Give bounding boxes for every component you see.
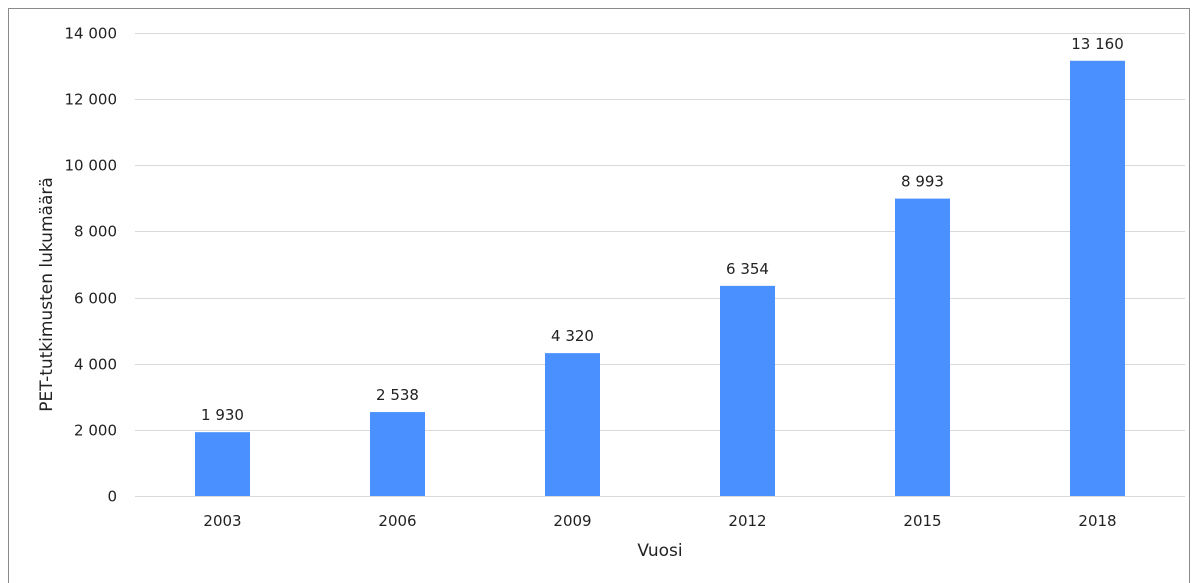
y-tick-label: 14 000 [65, 25, 118, 43]
data-label: 13 160 [1071, 35, 1124, 53]
bar-2018 [1070, 60, 1125, 496]
x-tick-label: 2018 [1078, 512, 1116, 530]
bar-2012 [720, 285, 775, 496]
gridlines [135, 33, 1185, 497]
data-label: 8 993 [901, 173, 944, 191]
data-label: 2 538 [376, 386, 419, 404]
bar-2009 [545, 353, 600, 496]
bar-2003 [195, 432, 250, 496]
y-tick-label: 6 000 [74, 290, 117, 308]
y-tick-label: 4 000 [74, 356, 117, 374]
y-axis-ticks: 0 2 000 4 000 6 000 8 000 10 000 12 000 14 000 [65, 25, 118, 506]
x-tick-label: 2006 [378, 512, 416, 530]
x-tick-label: 2003 [203, 512, 241, 530]
data-label: 1 930 [201, 406, 244, 424]
y-tick-label: 0 [107, 488, 117, 506]
x-axis-ticks: 2003 2006 2009 2012 2015 2018 [203, 512, 1116, 530]
bars [195, 60, 1125, 497]
data-labels: 1 930 2 538 4 320 6 354 8 993 13 160 [201, 35, 1124, 424]
x-tick-label: 2009 [553, 512, 591, 530]
y-tick-label: 8 000 [74, 223, 117, 241]
y-tick-label: 10 000 [65, 157, 118, 175]
data-label: 4 320 [551, 327, 594, 345]
y-axis-title: PET-tutkimusten lukumäärä [37, 177, 57, 412]
x-axis-title: Vuosi [637, 541, 682, 561]
bar-2006 [370, 412, 425, 496]
data-label: 6 354 [726, 260, 769, 278]
x-tick-label: 2015 [903, 512, 941, 530]
y-tick-label: 12 000 [65, 91, 118, 109]
x-tick-label: 2012 [728, 512, 766, 530]
y-tick-label: 2 000 [74, 422, 117, 440]
bar-2015 [895, 198, 950, 497]
